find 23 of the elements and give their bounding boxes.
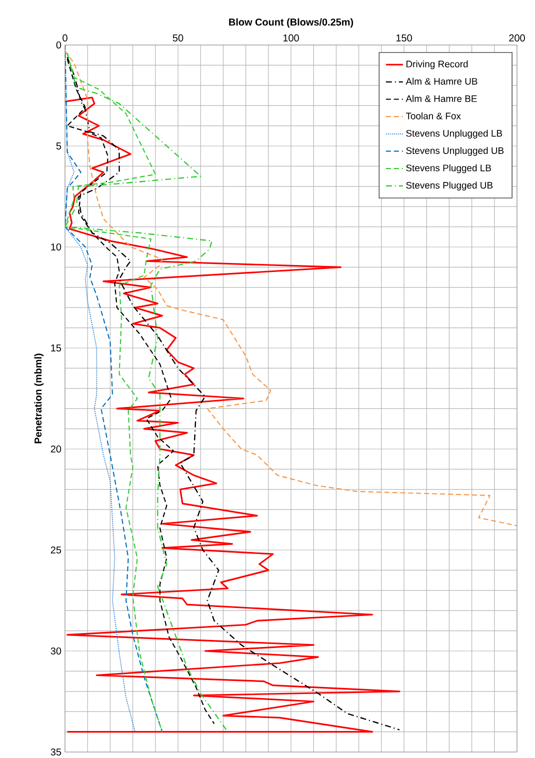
legend-label: Alm & Hamre UB [406,78,478,85]
y-tick-label: 25 [50,546,62,554]
x-tick-label: 200 [509,34,525,42]
x-axis-title: Blow Count (Blows/0.25m) [229,18,354,28]
y-tick-label: 10 [51,243,62,251]
legend-label: Stevens Plugged LB [406,164,491,174]
y-tick-label: 15 [51,344,62,352]
legend-label: Toolan & Fox [406,112,461,120]
legend-label: Stevens Plugged UB [406,182,493,190]
x-tick-label: 100 [283,34,299,42]
legend-label: Stevens Unplugged LB [406,130,502,139]
y-tick-label: 0 [56,41,62,49]
x-tick-label: 150 [396,34,412,42]
legend-label: Alm & Hamre BE [406,95,477,102]
legend-label: Stevens Unplugged UB [406,147,504,156]
y-axis-title: Penetration (mbml) [34,354,44,444]
legend-label: Driving Record [406,60,468,70]
x-tick-label: 0 [62,34,68,42]
x-tick-label: 50 [172,34,184,42]
y-tick-label: 5 [56,142,62,150]
y-tick-label: 20 [50,445,62,453]
y-tick-label: 35 [50,748,62,756]
y-tick-label: 30 [50,647,62,655]
